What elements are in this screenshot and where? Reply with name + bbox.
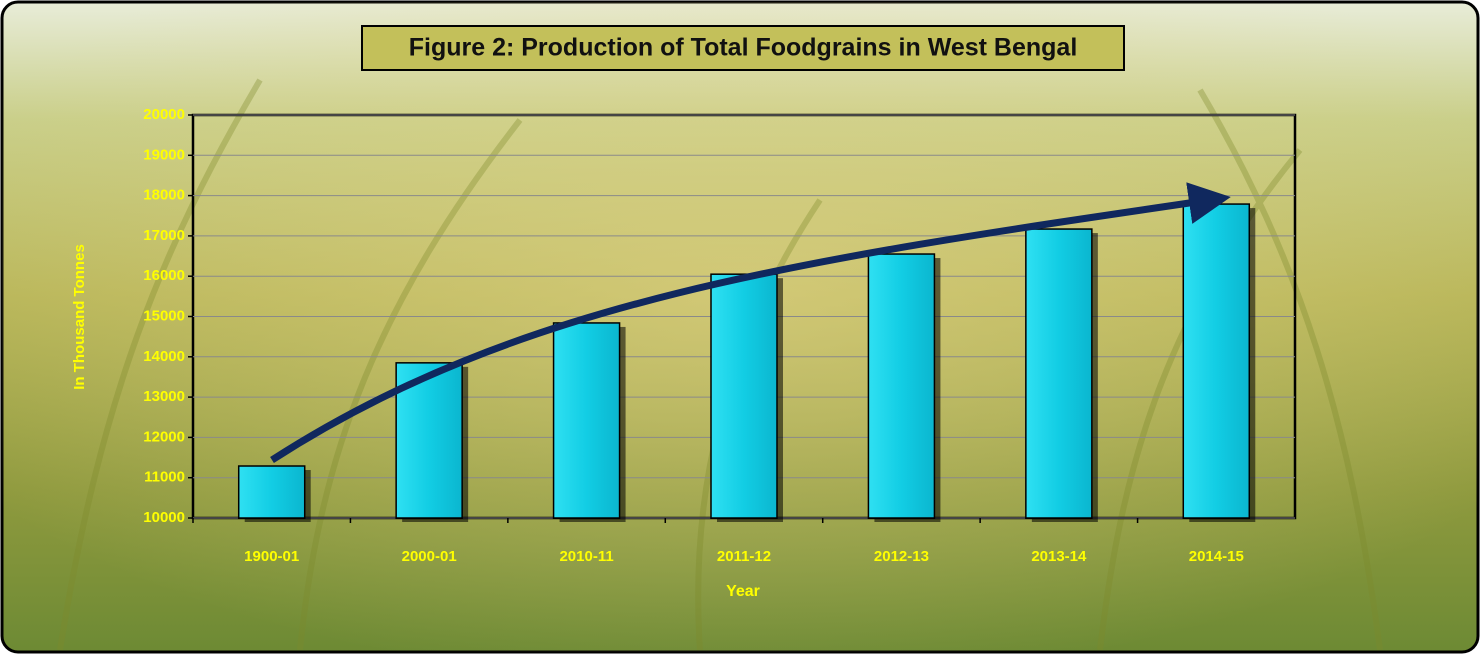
y-tick-label: 10000	[143, 509, 185, 526]
y-tick-label: 12000	[143, 428, 185, 445]
y-tick-label: 14000	[143, 348, 185, 365]
y-tick-label: 18000	[143, 187, 185, 204]
y-tick-label: 17000	[143, 227, 185, 244]
chart-title: Figure 2: Production of Total Foodgrains…	[409, 34, 1078, 62]
x-axis-title: Year	[726, 583, 760, 600]
y-axis-title: In Thousand Tonnes	[71, 244, 88, 390]
y-tick-label: 20000	[143, 106, 185, 123]
y-tick-label: 11000	[144, 469, 185, 486]
chart: Figure 2: Production of Total Foodgrains…	[0, 0, 1480, 654]
x-tick-label: 2014-15	[1189, 548, 1244, 565]
x-tick-label: 2012-13	[874, 548, 929, 565]
x-tick-label: 2013-14	[1031, 548, 1087, 565]
x-tick-label: 2000-01	[402, 548, 457, 565]
y-tick-label: 13000	[143, 388, 185, 405]
x-tick-label: 1900-01	[244, 548, 299, 565]
bar	[1026, 229, 1092, 518]
x-tick-label: 2010-11	[559, 548, 613, 565]
bar	[239, 466, 305, 518]
y-tick-label: 15000	[143, 307, 185, 324]
bar	[554, 323, 620, 518]
page: {"chart_data": {"type": "bar", "title": …	[0, 0, 1480, 654]
bar	[711, 274, 777, 518]
y-tick-label: 16000	[143, 267, 185, 284]
bar	[1183, 204, 1249, 518]
bar	[868, 254, 934, 518]
y-tick-label: 19000	[143, 146, 185, 163]
x-tick-label: 2011-12	[717, 548, 771, 565]
